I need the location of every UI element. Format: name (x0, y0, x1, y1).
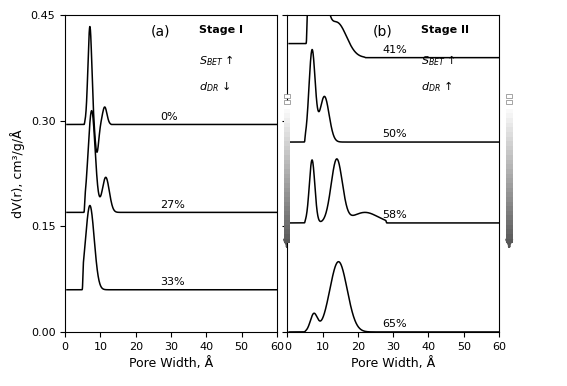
Text: Stage II: Stage II (421, 25, 469, 35)
Text: $S_{BET}$ ↑: $S_{BET}$ ↑ (198, 53, 234, 68)
Text: 58%: 58% (383, 210, 407, 220)
Y-axis label: dV(r), cm³/g/Å: dV(r), cm³/g/Å (10, 129, 25, 218)
Text: $d_{DR}$ ↑: $d_{DR}$ ↑ (421, 79, 452, 93)
Text: 65%: 65% (383, 319, 407, 329)
Text: $d_{DR}$ ↓: $d_{DR}$ ↓ (198, 79, 230, 93)
X-axis label: Pore Width, Å: Pore Width, Å (351, 357, 435, 370)
Text: 0%: 0% (160, 112, 178, 122)
Text: 33%: 33% (160, 277, 185, 287)
Text: $S_{BET}$ ↑: $S_{BET}$ ↑ (421, 53, 456, 68)
Text: 41%: 41% (383, 45, 407, 55)
Text: 27%: 27% (160, 200, 185, 210)
Text: Stage I: Stage I (198, 25, 243, 35)
X-axis label: Pore Width, Å: Pore Width, Å (129, 357, 213, 370)
Text: (b): (b) (373, 25, 392, 39)
Text: (a): (a) (151, 25, 170, 39)
Text: 50%: 50% (383, 129, 407, 139)
